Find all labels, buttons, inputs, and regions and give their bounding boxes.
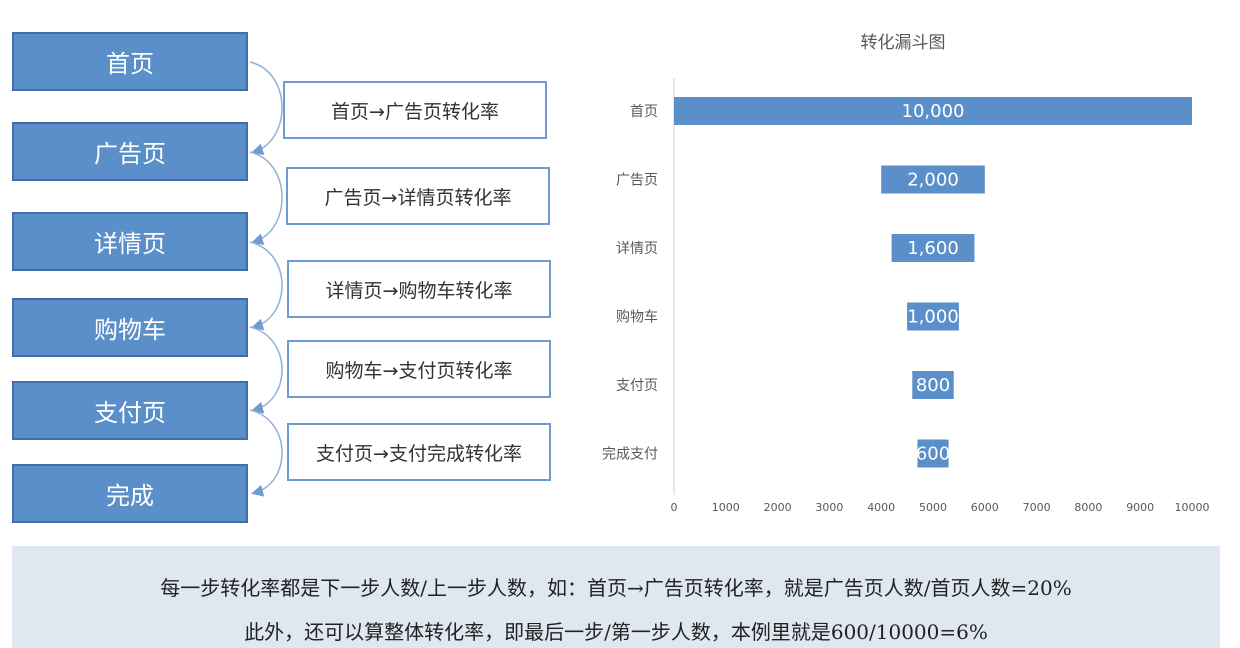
x-tick-label-0: 0 [671,501,678,514]
funnel-bar-label-3: 1,000 [907,307,959,328]
category-label-0: 首页 [630,104,658,120]
rate-box-detail-to-cart: 详情页→购物车转化率 [287,260,551,318]
category-label-3: 购物车 [616,309,658,326]
x-tick-label-3: 3000 [815,501,843,514]
note-line-2: 此外，还可以算整体转化率，即最后一步/第一步人数，本例里就是600/10000=… [244,620,988,644]
funnel-bar-2 [891,234,975,262]
connector-arrow-5 [249,409,283,497]
note-line-1: 每一步转化率都是下一步人数/上一步人数，如：首页→广告页转化率，就是广告页人数/… [160,576,1072,600]
stage-box-complete: 完成 [12,464,248,523]
funnel-bar-0 [674,97,1192,125]
category-label-5: 完成支付 [602,447,658,463]
rate-box-ad-to-detail: 广告页→详情页转化率 [286,167,550,225]
stage-box-cart: 购物车 [12,298,248,357]
category-label-1: 广告页 [616,173,658,189]
chart-title: 转化漏斗图 [861,33,946,53]
funnel-bar-1 [881,165,985,194]
x-tick-label-5: 5000 [919,501,947,514]
funnel-bar-3 [907,302,959,331]
stage-box-payment: 支付页 [12,381,248,440]
explanation-note: 每一步转化率都是下一步人数/上一步人数，如：首页→广告页转化率，就是广告页人数/… [12,546,1220,648]
funnel-bar-label-1: 2,000 [907,170,959,191]
x-tick-label-8: 8000 [1074,501,1102,514]
connector-arrow-4 [249,326,283,414]
funnel-bar-5 [917,439,949,468]
stage-box-home: 首页 [12,32,248,91]
x-tick-label-2: 2000 [764,501,792,514]
stage-box-detail: 详情页 [12,212,248,271]
stage-connectors [249,61,283,497]
rate-box-payment-to-done: 支付页→支付完成转化率 [287,423,551,481]
funnel-chart: 转化漏斗图 10,000 2,000 1,600 1,000 800 600 首页广告页详… [602,33,1210,514]
rate-box-cart-to-payment: 购物车→支付页转化率 [287,340,551,398]
connector-arrow-1 [249,61,283,155]
category-label-2: 详情页 [616,241,658,257]
x-tick-label-4: 4000 [867,501,895,514]
x-tick-label-7: 7000 [1023,501,1051,514]
connector-arrow-2 [249,151,283,245]
category-label-4: 支付页 [616,378,658,394]
funnel-bar-label-0: 10,000 [902,101,965,122]
x-tick-label-1: 1000 [712,501,740,514]
funnel-bar-label-5: 600 [916,444,950,465]
funnel-bar-4 [912,371,954,399]
funnel-bar-label-2: 1,600 [907,238,959,259]
funnel-bar-label-4: 800 [916,375,950,396]
x-tick-label-9: 9000 [1126,501,1154,514]
connector-arrow-3 [249,241,283,331]
rate-box-home-to-ad: 首页→广告页转化率 [283,81,547,139]
x-tick-label-6: 6000 [971,501,999,514]
stage-box-ad-page: 广告页 [12,122,248,181]
x-tick-label-10: 10000 [1175,501,1210,514]
